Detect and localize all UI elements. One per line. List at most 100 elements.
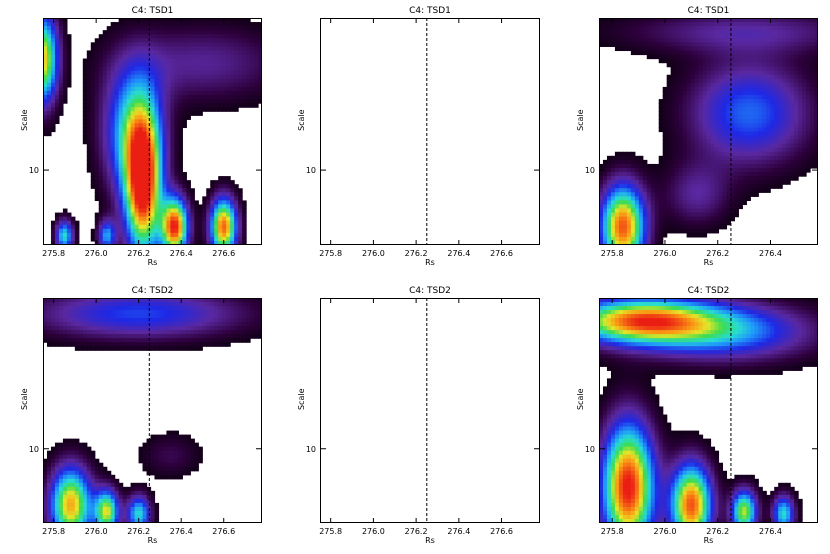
heatmap-cell	[226, 314, 231, 319]
heatmap-cell	[130, 184, 136, 189]
heatmap-cell	[202, 302, 207, 307]
heatmap-cell	[746, 34, 751, 39]
heatmap-cell	[134, 322, 140, 327]
heatmap-cell	[198, 38, 203, 43]
heatmap-cell	[162, 180, 168, 185]
heatmap-cell	[790, 119, 795, 124]
heatmap-cell	[154, 66, 160, 72]
heatmap-cell	[674, 50, 680, 56]
heatmap-cell	[690, 95, 696, 100]
heatmap-cell	[70, 310, 76, 315]
heatmap-cell	[754, 139, 759, 145]
heatmap-cell	[770, 50, 775, 56]
heatmap-cell	[182, 74, 187, 80]
heatmap-cell	[146, 95, 152, 100]
heatmap-cell	[730, 204, 735, 210]
heatmap-cell	[58, 224, 64, 230]
heatmap-cell	[46, 90, 52, 96]
heatmap-cell	[142, 318, 148, 323]
heatmap-cell	[718, 46, 724, 52]
heatmap-cell	[154, 322, 160, 327]
heatmap-cell	[254, 30, 259, 35]
heatmap-cell	[98, 123, 104, 129]
heatmap-cell	[730, 34, 735, 39]
heatmap-cell	[678, 147, 684, 153]
heatmap-cell	[766, 143, 771, 149]
heatmap-cell	[758, 50, 763, 56]
heatmap-cell	[230, 54, 235, 60]
heatmap-cell	[142, 184, 148, 189]
heatmap-cell	[102, 159, 108, 165]
heatmap-cell	[114, 111, 120, 116]
heatmap-cell	[706, 224, 712, 230]
heatmap-cell	[254, 42, 259, 47]
heatmap-cell	[610, 184, 616, 189]
heatmap-cell	[774, 155, 779, 161]
heatmap-cell	[90, 159, 96, 165]
heatmap-cell	[634, 240, 640, 245]
heatmap-cell	[682, 220, 688, 226]
heatmap-cell	[694, 232, 700, 238]
heatmap-cell	[714, 204, 720, 210]
heatmap-cell	[154, 62, 160, 68]
heatmap-cell	[110, 111, 116, 116]
heatmap-cell	[658, 107, 664, 112]
heatmap-cell	[142, 119, 148, 124]
heatmap-cell	[774, 50, 779, 56]
heatmap-cell	[614, 192, 620, 197]
heatmap-cell	[250, 318, 255, 323]
heatmap-cell	[658, 204, 664, 210]
heatmap-cell	[706, 103, 712, 108]
heatmap-cell	[754, 131, 759, 137]
heatmap-cell	[730, 212, 735, 218]
heatmap-cell	[242, 18, 247, 23]
heatmap-cell	[66, 62, 72, 68]
heatmap-cell	[814, 50, 818, 56]
heatmap-cell	[106, 220, 112, 226]
heatmap-cell	[686, 159, 692, 165]
heatmap-cell	[218, 318, 223, 323]
heatmap-cell	[718, 196, 724, 202]
heatmap-cell	[730, 26, 735, 31]
heatmap-cell	[226, 74, 231, 80]
heatmap-cell	[638, 240, 644, 245]
heatmap-cell	[194, 58, 199, 64]
heatmap-cell	[94, 111, 100, 116]
heatmap-cell	[86, 95, 92, 100]
heatmap-cell	[790, 131, 795, 137]
heatmap-cell	[142, 18, 148, 23]
heatmap-cell	[238, 99, 243, 104]
heatmap-cell	[210, 180, 215, 185]
heatmap-cell	[138, 318, 144, 323]
heatmap-cell	[734, 82, 739, 88]
heatmap-cell	[182, 111, 187, 116]
heatmap-cell	[790, 22, 795, 27]
heatmap-cell	[630, 188, 636, 193]
heatmap-cell	[734, 18, 739, 23]
heatmap-cell	[154, 151, 160, 157]
x-tick-label: 276.4	[759, 249, 782, 258]
heatmap-cell	[790, 167, 795, 173]
heatmap-cell	[162, 224, 168, 230]
heatmap-cell	[774, 172, 779, 177]
heatmap-cell	[702, 119, 708, 124]
heatmap-cell	[50, 302, 56, 307]
heatmap-cell	[238, 103, 243, 108]
heatmap-cell	[178, 184, 183, 189]
heatmap-cell	[94, 184, 100, 189]
heatmap-cell	[178, 115, 183, 120]
panel-title: C4: TSD1	[688, 6, 730, 16]
heatmap-cell	[742, 62, 747, 68]
heatmap-cell	[190, 58, 195, 64]
heatmap-cell	[778, 66, 783, 72]
heatmap-cell	[634, 167, 640, 173]
heatmap-cell	[130, 95, 136, 100]
heatmap-cell	[150, 176, 156, 181]
heatmap-cell	[754, 99, 759, 104]
heatmap-cell	[718, 220, 724, 226]
heatmap-cell	[62, 236, 68, 242]
heatmap-cell	[702, 95, 708, 100]
heatmap-cell	[142, 115, 148, 120]
heatmap-cell	[98, 232, 104, 238]
heatmap-cell	[734, 176, 739, 181]
